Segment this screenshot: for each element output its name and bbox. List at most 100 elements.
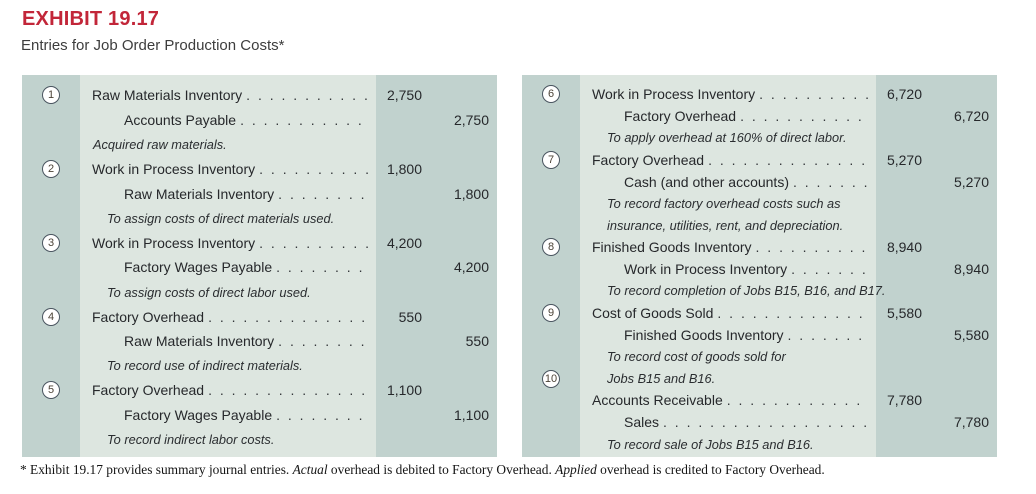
journal-line: To record cost of goods sold for bbox=[522, 346, 997, 368]
journal-line: Sales 7,780 bbox=[522, 411, 997, 433]
entry-description: To apply overhead at 160% of direct labo… bbox=[607, 130, 847, 146]
journal-line: insurance, utilities, rent, and deprecia… bbox=[522, 214, 997, 236]
entry-text-cell: To assign costs of direct materials used… bbox=[80, 206, 376, 231]
journal-line: 4 Factory Overhead 550 bbox=[22, 304, 497, 329]
amounts-cell bbox=[876, 214, 997, 236]
account-name: Cost of Goods Sold bbox=[592, 304, 714, 321]
amounts-cell: 550 bbox=[376, 304, 497, 329]
entry-number-badge: 6 bbox=[542, 84, 560, 103]
exhibit-footnote: * Exhibit 19.17 provides summary journal… bbox=[20, 462, 825, 478]
entry-number-cell: 5 bbox=[22, 378, 80, 403]
amounts-cell: 7,780 bbox=[876, 389, 997, 411]
entry-number-cell bbox=[522, 324, 580, 346]
entry-number-cell: 10 bbox=[522, 368, 580, 390]
credit-amount: 2,750 bbox=[453, 111, 489, 128]
amounts-cell bbox=[376, 280, 497, 305]
dot-leader bbox=[788, 327, 869, 343]
dot-leader bbox=[793, 174, 869, 190]
entry-text-cell: Cost of Goods Sold bbox=[580, 302, 876, 324]
entry-number-badge: 10 bbox=[542, 369, 560, 388]
amounts-cell bbox=[376, 132, 497, 157]
credit-amount: 8,940 bbox=[953, 261, 989, 278]
entry-text-cell: To apply overhead at 160% of direct labo… bbox=[580, 127, 876, 149]
journal-line: 6 Work in Process Inventory 6,720 bbox=[522, 83, 997, 105]
account-name: Work in Process Inventory bbox=[92, 161, 256, 178]
amounts-cell: 8,940 bbox=[876, 236, 997, 258]
amounts-cell: 550 bbox=[376, 329, 497, 354]
amounts-cell: 8,940 bbox=[876, 258, 997, 280]
dot-leader bbox=[259, 161, 369, 177]
entry-description: To record completion of Jobs B15, B16, a… bbox=[607, 283, 886, 299]
entry-text-cell: Accounts Receivable bbox=[580, 389, 876, 411]
account-name: Raw Materials Inventory bbox=[124, 333, 275, 350]
credit-amount: 1,800 bbox=[453, 185, 489, 202]
entry-text-cell: To record sale of Jobs B15 and B16. bbox=[580, 433, 876, 455]
credit-amount: 4,200 bbox=[453, 259, 489, 276]
amounts-cell: 4,200 bbox=[376, 231, 497, 256]
amounts-cell: 1,800 bbox=[376, 157, 497, 182]
journal-line: Accounts Receivable 7,780 bbox=[522, 389, 997, 411]
entry-text-cell: Acquired raw materials. bbox=[80, 132, 376, 157]
entry-text-cell: To record completion of Jobs B15, B16, a… bbox=[580, 280, 885, 302]
journal-line: To record indirect labor costs. bbox=[22, 427, 497, 452]
entry-number-cell bbox=[22, 206, 80, 231]
dot-leader bbox=[276, 259, 369, 275]
debit-amount: 1,100 bbox=[386, 382, 422, 399]
entry-description: To assign costs of direct labor used. bbox=[107, 284, 311, 300]
journal-line: Factory Wages Payable 4,200 bbox=[22, 255, 497, 280]
journal-line: Acquired raw materials. bbox=[22, 132, 497, 157]
entry-number-cell: 9 bbox=[522, 302, 580, 324]
entry-number-cell bbox=[22, 255, 80, 280]
entry-number-cell bbox=[522, 280, 580, 302]
amounts-column-bg bbox=[876, 75, 997, 457]
account-name: Factory Overhead bbox=[592, 151, 705, 168]
amounts-cell: 2,750 bbox=[376, 83, 497, 108]
debit-amount: 2,750 bbox=[386, 87, 422, 104]
entry-text-cell: Jobs B15 and B16. bbox=[580, 368, 876, 390]
entry-number-cell bbox=[522, 389, 580, 411]
entry-text-cell: Raw Materials Inventory bbox=[80, 329, 376, 354]
amounts-cell: 5,270 bbox=[876, 171, 997, 193]
journal-line: 3 Work in Process Inventory 4,200 bbox=[22, 231, 497, 256]
entry-number-cell bbox=[22, 427, 80, 452]
journal-line: 8 Finished Goods Inventory 8,940 bbox=[522, 236, 997, 258]
entry-number-cell: 2 bbox=[22, 157, 80, 182]
journal-line: 9 Cost of Goods Sold 5,580 bbox=[522, 302, 997, 324]
entry-description: Acquired raw materials. bbox=[93, 136, 227, 152]
account-name: Sales bbox=[624, 414, 660, 431]
account-name: Raw Materials Inventory bbox=[124, 185, 275, 202]
footnote-text: overhead is debited to Factory Overhead. bbox=[327, 462, 556, 477]
entry-text-cell: Finished Goods Inventory bbox=[580, 236, 876, 258]
dot-leader bbox=[727, 392, 869, 408]
entry-number-cell: 7 bbox=[522, 149, 580, 171]
entry-text-cell: Cash (and other accounts) bbox=[580, 171, 876, 193]
amounts-column-bg bbox=[376, 75, 497, 457]
amounts-cell: 7,780 bbox=[876, 411, 997, 433]
debit-amount: 4,200 bbox=[386, 234, 422, 251]
dot-leader bbox=[278, 186, 369, 202]
entry-description: Jobs B15 and B16. bbox=[607, 371, 716, 387]
credit-amount: 1,100 bbox=[453, 407, 489, 424]
footnote-text: * Exhibit 19.17 provides summary journal… bbox=[20, 462, 293, 477]
amounts-cell bbox=[376, 206, 497, 231]
dot-leader bbox=[756, 239, 869, 255]
debit-amount: 7,780 bbox=[886, 392, 922, 409]
dot-leader bbox=[208, 382, 369, 398]
entry-description: To assign costs of direct materials used… bbox=[107, 210, 335, 226]
account-name: Finished Goods Inventory bbox=[624, 326, 784, 343]
entry-number-badge: 3 bbox=[42, 233, 60, 252]
dot-leader bbox=[278, 333, 369, 349]
amounts-cell bbox=[876, 433, 997, 455]
entry-text-cell: To assign costs of direct labor used. bbox=[80, 280, 376, 305]
entry-description: To record indirect labor costs. bbox=[107, 432, 275, 448]
amounts-cell: 4,200 bbox=[376, 255, 497, 280]
amounts-cell bbox=[876, 346, 997, 368]
amounts-cell: 2,750 bbox=[376, 108, 497, 133]
entry-text-cell: Work in Process Inventory bbox=[580, 83, 876, 105]
entry-text-cell: Factory Wages Payable bbox=[80, 403, 376, 428]
amounts-cell bbox=[876, 368, 997, 390]
entry-number-cell bbox=[22, 403, 80, 428]
journal-line: 7 Factory Overhead 5,270 bbox=[522, 149, 997, 171]
amounts-cell: 1,100 bbox=[376, 378, 497, 403]
